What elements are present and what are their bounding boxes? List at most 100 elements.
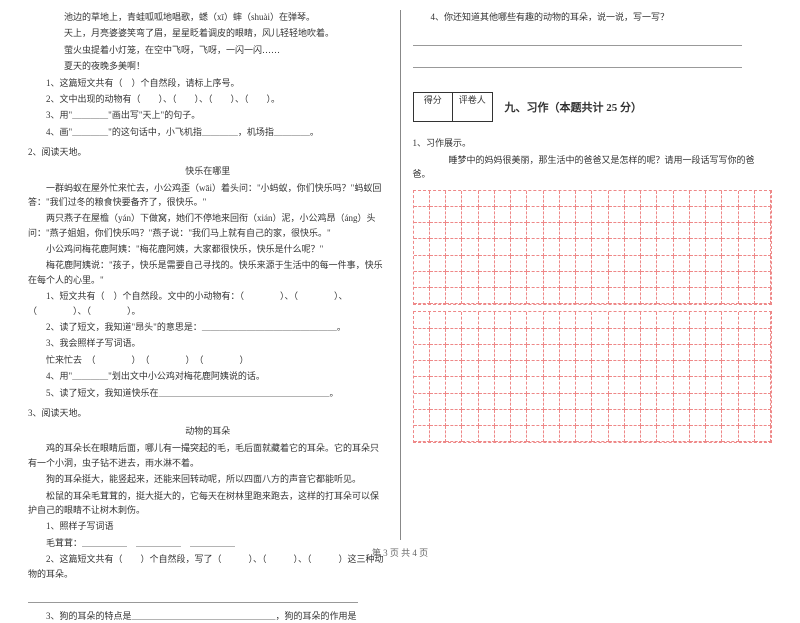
grid-cell [755,329,771,345]
grid-cell [739,410,755,426]
grid-cell [755,256,771,272]
item2-q1: 1、短文共有（ ）个自然段。文中的小动物有：（ ）、（ ）、（ ）、（ ）。 [28,289,388,318]
grid-cell [414,410,430,426]
grid-cell [592,345,608,361]
grid-cell [479,223,495,239]
grid-cell [430,223,446,239]
grid-cell [609,410,625,426]
grid-cell [625,256,641,272]
grid-cell [641,426,657,442]
grid-cell [527,239,543,255]
grid-cell [625,191,641,207]
grid-cell [706,256,722,272]
grid-cell [690,394,706,410]
grid-cell [755,410,771,426]
right-q4: 4、你还知道其他哪些有趣的动物的耳朵，说一说，写一写？ [413,10,773,24]
grid-cell [690,377,706,393]
grid-cell [706,207,722,223]
grid-cell [462,191,478,207]
grid-cell [527,377,543,393]
grid-cell [462,272,478,288]
grid-cell [446,377,462,393]
grid-cell [511,345,527,361]
grid-cell [755,426,771,442]
grid-cell [706,239,722,255]
grid-cell [430,312,446,328]
grid-cell [739,239,755,255]
grid-cell [511,191,527,207]
grid-cell [706,426,722,442]
grid-cell [544,191,560,207]
grid-cell [674,207,690,223]
grid-cell [674,377,690,393]
grid-cell [446,223,462,239]
item2-q3-label: 3、我会照样子写词语。 [28,336,388,350]
grid-cell [446,426,462,442]
grid-cell [641,239,657,255]
grid-cell [674,361,690,377]
grid-cell [479,191,495,207]
grid-cell [511,377,527,393]
grid-cell [414,345,430,361]
grid-cell [706,361,722,377]
grid-cell [430,191,446,207]
grid-cell [739,426,755,442]
right-column: 4、你还知道其他哪些有趣的动物的耳朵，说一说，写一写？ 得分 评卷人 九、习作（… [405,10,781,540]
grid-cell [560,239,576,255]
grid-cell [625,272,641,288]
grid-cell [527,272,543,288]
grid-cell [430,256,446,272]
grid-cell [592,312,608,328]
grid-cell [739,256,755,272]
grid-cell [641,256,657,272]
grid-cell [755,223,771,239]
grid-cell [722,329,738,345]
item3-line: 鸡的耳朵长在眼睛后面，哪儿有一撮突起的毛，毛后面就藏着它的耳朵。它的耳朵只有一个… [28,441,388,470]
grid-cell [560,207,576,223]
grid-cell [722,394,738,410]
grid-cell [625,223,641,239]
grid-cell [544,361,560,377]
grid-cell [690,361,706,377]
blank-line [28,587,358,603]
grid-cell [722,288,738,304]
grid-cell [462,345,478,361]
grid-cell [641,377,657,393]
grid-cell [527,394,543,410]
grid-cell [674,223,690,239]
grid-cell [657,312,673,328]
p1-q3: 3、用"＿＿＿＿"画出写"天上"的句子。 [28,108,388,122]
grid-cell [479,207,495,223]
grid-cell [641,345,657,361]
grid-cell [446,272,462,288]
grid-cell [755,191,771,207]
grid-cell [527,223,543,239]
grid-cell [511,256,527,272]
grid-cell [446,345,462,361]
grid-cell [430,239,446,255]
grid-cell [641,361,657,377]
grid-cell [755,272,771,288]
grid-cell [544,394,560,410]
grid-cell [414,239,430,255]
grid-cell [674,272,690,288]
grid-cell [544,426,560,442]
grid-cell [462,410,478,426]
writing-grid-2 [413,311,773,443]
grid-cell [690,272,706,288]
grid-cell [560,361,576,377]
grid-cell [592,329,608,345]
grid-cell [625,207,641,223]
item2-q2: 2、读了短文，我知道"昂头"的意思是：＿＿＿＿＿＿＿＿＿＿＿＿＿＿＿。 [28,320,388,334]
grid-cell [690,191,706,207]
item3-q1-label: 1、照样子写词语 [28,519,388,533]
grid-cell [544,345,560,361]
grid-cell [690,256,706,272]
grid-cell [674,394,690,410]
p1-line: 萤火虫提着小灯笼，在空中飞呀，飞呀，一闪一闪…… [28,43,388,57]
grid-cell [446,191,462,207]
grid-cell [625,361,641,377]
grid-cell [495,207,511,223]
grid-cell [739,345,755,361]
grid-cell [527,256,543,272]
